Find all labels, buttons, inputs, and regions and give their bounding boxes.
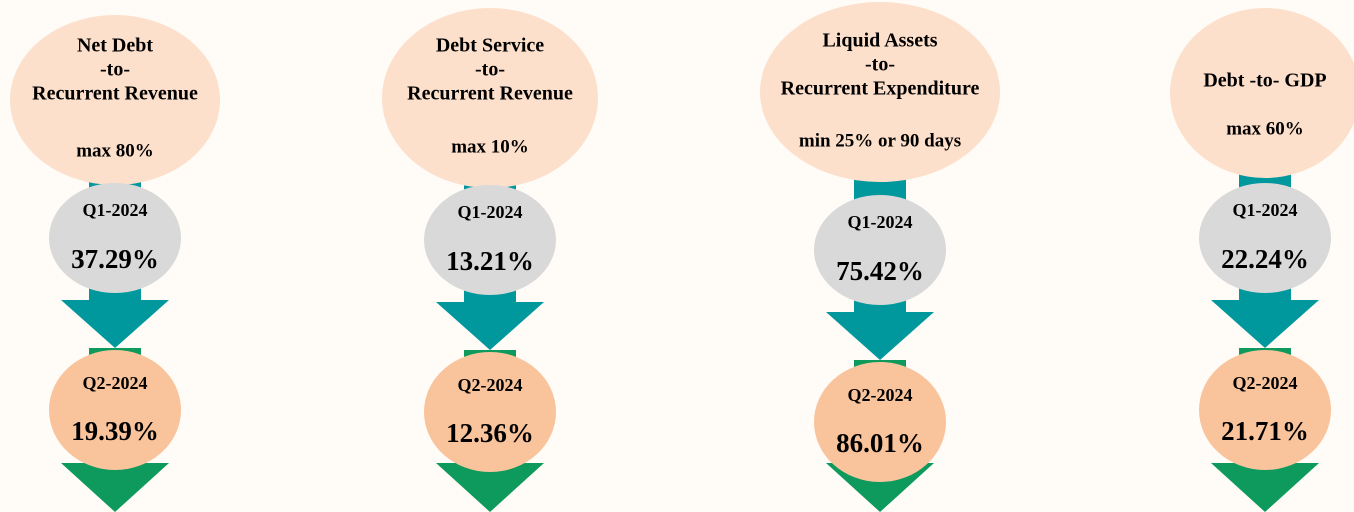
q2-ellipse <box>424 352 556 472</box>
q1-ellipse <box>814 195 946 305</box>
criterion-ellipse <box>1170 8 1354 178</box>
criterion-limit: max 10% <box>451 136 529 157</box>
teal-arrow-head <box>436 302 544 350</box>
q2-ellipse <box>49 350 181 470</box>
criterion-title: Liquid Assets <box>822 30 937 52</box>
q1-label: Q1-2024 <box>458 202 523 222</box>
q2-ellipse <box>814 362 946 482</box>
criterion-title: -to- <box>865 54 895 76</box>
q2-value: 19.39% <box>71 416 159 446</box>
q1-value: 75.42% <box>836 256 924 286</box>
q1-value: 22.24% <box>1221 244 1309 274</box>
q2-value: 86.01% <box>836 428 924 458</box>
criterion-title: Recurrent Revenue <box>407 83 573 105</box>
green-arrow-head <box>61 463 169 512</box>
q1-value: 37.29% <box>71 244 159 274</box>
criterion-ellipse <box>382 8 598 188</box>
q2-label: Q2-2024 <box>83 373 148 393</box>
green-arrow-head <box>436 463 544 512</box>
teal-arrow-head <box>1211 300 1319 348</box>
q2-ellipse <box>1199 350 1331 470</box>
q1-label: Q1-2024 <box>1233 200 1298 220</box>
q1-label: Q1-2024 <box>83 200 148 220</box>
criterion-limit: max 80% <box>76 140 154 161</box>
teal-arrow-head <box>61 300 169 348</box>
criterion-limit: min 25% or 90 days <box>799 130 961 151</box>
q2-value: 12.36% <box>446 418 534 448</box>
q1-label: Q1-2024 <box>848 212 913 232</box>
teal-arrow-head <box>826 312 934 360</box>
q2-value: 21.71% <box>1221 416 1309 446</box>
q1-ellipse <box>1199 183 1331 293</box>
criterion-title: Recurrent Expenditure <box>781 78 980 100</box>
criterion-ellipse <box>760 2 1000 182</box>
q2-label: Q2-2024 <box>458 375 523 395</box>
q2-label: Q2-2024 <box>1233 373 1298 393</box>
criterion-title: Debt Service <box>436 35 544 57</box>
criterion-title: Debt -to- GDP <box>1203 70 1326 92</box>
q1-value: 13.21% <box>446 246 534 276</box>
criterion-title: Recurrent Revenue <box>32 83 198 105</box>
q2-label: Q2-2024 <box>848 385 913 405</box>
q1-ellipse <box>49 183 181 293</box>
q1-ellipse <box>424 185 556 295</box>
criterion-ellipse <box>10 15 220 185</box>
criterion-title: -to- <box>100 59 130 81</box>
criterion-title: -to- <box>475 59 505 81</box>
criterion-title: Net Debt <box>77 35 153 57</box>
green-arrow-head <box>1211 463 1319 512</box>
criterion-limit: max 60% <box>1226 118 1304 139</box>
